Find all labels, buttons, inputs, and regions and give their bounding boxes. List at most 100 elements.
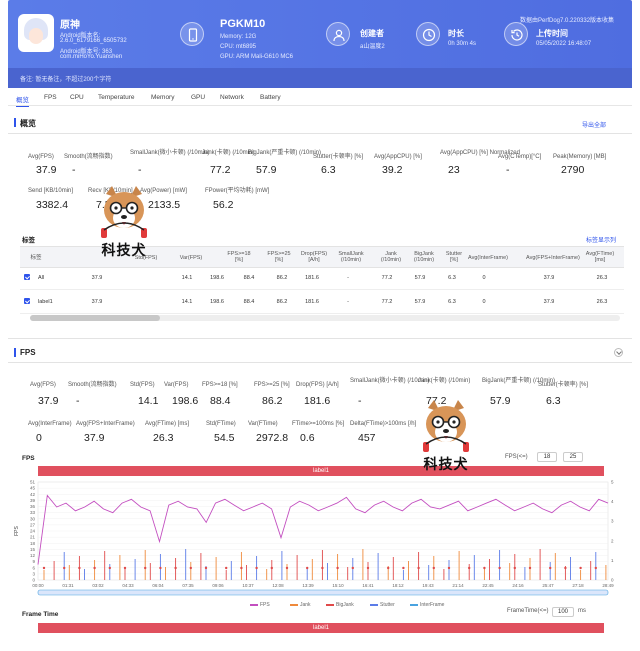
section-tabs: 概览 FPS CPU Temperature Memory GPU Networ… <box>8 92 632 107</box>
chart-range-handle <box>37 589 609 596</box>
section-marker <box>14 348 16 357</box>
metric-value: 457 <box>358 432 376 444</box>
row-label: label1 <box>38 299 53 305</box>
bigjank-dot <box>321 566 324 570</box>
x-tick-label: 09:06 <box>212 583 224 588</box>
bigjank-dot <box>63 566 66 570</box>
tab-overview[interactable]: 概览 <box>16 94 29 107</box>
metric-label: Delta(FTime)>100ms [/h] <box>350 421 417 427</box>
tab-memory[interactable]: Memory <box>151 94 175 101</box>
legend-text: FPS <box>260 602 270 608</box>
app-info-line: com.miHoYo.Yuanshen <box>60 54 123 60</box>
divider <box>8 338 632 339</box>
metric-label: FTime>=100ms [%] <box>292 421 345 427</box>
bigjank-dot <box>270 566 273 570</box>
x-tick-label: 06:04 <box>152 583 164 588</box>
legend-item-bigjank[interactable]: BigJank <box>326 602 354 608</box>
y-tick-label: 45 <box>30 486 36 491</box>
table-header-cell: Std(FPS) <box>134 255 158 261</box>
legend-item-fps[interactable]: FPS <box>250 602 270 608</box>
bigjank-dot <box>144 566 147 570</box>
bigjank-dot <box>432 566 435 570</box>
y-tick-label: 3 <box>32 571 35 576</box>
remark-strip[interactable]: 备注: 暂无备注，不超过200个字符 <box>8 68 632 88</box>
metric-label: Std(FTime) <box>206 421 236 427</box>
y-axis-label: FPS <box>14 525 20 535</box>
y2-tick-label: 1 <box>611 558 614 563</box>
section-marker <box>14 118 16 127</box>
bigjank-dot <box>285 566 289 570</box>
table-cell: 26.3 <box>596 299 608 305</box>
metric-value: - <box>358 395 362 407</box>
frametime-title: Frame Time <box>22 611 59 618</box>
creator-label: 创建者 <box>360 29 384 38</box>
watermark-text: 科技犬 <box>423 457 469 473</box>
table-cell: 181.6 <box>305 299 319 305</box>
metric-value: 37.9 <box>38 395 59 407</box>
tab-temperature[interactable]: Temperature <box>98 94 135 101</box>
frametime-label-band[interactable]: label1 <box>38 623 604 633</box>
table-row[interactable]: label1 37.9 14.1 198.6 88.4 86.2 181.6 - 77.2 57.… <box>20 292 624 314</box>
row-checkbox[interactable] <box>24 274 30 280</box>
app-icon <box>18 14 54 52</box>
device-info-line: CPU: mt6895 <box>220 44 257 50</box>
duration-label: 时长 <box>448 29 464 38</box>
tab-gpu[interactable]: GPU <box>191 94 206 101</box>
label-band[interactable]: label1 <box>38 466 604 476</box>
table-header-cell: Var(FPS) <box>179 255 203 261</box>
x-tick-label: 13:39 <box>302 583 314 588</box>
table-cell: 57.9 <box>414 275 426 281</box>
app-name: 原神 <box>60 20 80 31</box>
fps-max-input[interactable]: 25 <box>563 452 583 462</box>
legend-item-jank[interactable]: Jank <box>290 602 311 608</box>
y2-tick-label: 5 <box>611 480 614 485</box>
metric-value: - <box>72 164 76 176</box>
tab-battery[interactable]: Battery <box>260 94 281 101</box>
table-header-cell: Avg(FTime) [ms] <box>585 251 615 263</box>
legend-swatch <box>290 603 298 606</box>
upload-time-value: 05/05/2022 16:48:07 <box>536 41 592 47</box>
table-cell: 14.1 <box>181 275 193 281</box>
scrollbar-thumb[interactable] <box>30 315 160 321</box>
bigjank-dot <box>225 566 228 570</box>
table-cell: - <box>347 275 349 281</box>
tab-network[interactable]: Network <box>220 94 244 101</box>
table-cell: 37.9 <box>543 299 555 305</box>
fps-chart[interactable]: 036912151821242730333639424551012345FPS0… <box>10 476 630 602</box>
export-all-link[interactable]: 导出全部 <box>582 123 607 129</box>
fps-range-label: FPS(<=) <box>505 454 528 460</box>
fps-min-input[interactable]: 18 <box>537 452 557 462</box>
metric-value: - <box>506 164 510 176</box>
device-info-line: GPU: ARM Mali-G610 MC6 <box>220 54 294 60</box>
y-tick-label: 27 <box>30 522 36 527</box>
frametime-input[interactable]: 100 <box>552 607 574 617</box>
legend-item-stutter[interactable]: Stutter <box>370 602 395 608</box>
y2-tick-label: 3 <box>611 519 614 524</box>
row-checkbox[interactable] <box>24 298 30 304</box>
upload-time-label: 上传时间 <box>536 29 568 38</box>
table-row[interactable]: All 37.9 14.1 198.6 88.4 86.2 181.6 - 77.2 57.9 6.… <box>20 268 624 290</box>
metric-label: Stutter(卡顿率) [%] <box>313 154 364 160</box>
table-scrollbar[interactable] <box>30 315 620 321</box>
metric-label: BigJank(严重卡顿) (/10min) <box>482 378 556 384</box>
table-header-cell: 标签 <box>30 255 42 261</box>
device-info-line: Memory: 12G <box>220 34 257 40</box>
legend-swatch <box>326 603 334 606</box>
table-cell: 57.9 <box>414 299 426 305</box>
label-columns-link[interactable]: 标签显示列 <box>586 238 617 244</box>
metric-value: 54.5 <box>214 432 235 444</box>
label-band-text: label1 <box>312 467 329 474</box>
metric-label: Avg(Power) [mW] <box>140 188 187 194</box>
x-tick-label: 15:10 <box>332 583 344 588</box>
clock-icon <box>416 22 440 46</box>
bigjank-dot <box>468 566 471 570</box>
legend-item-interframe[interactable]: InterFrame <box>410 602 444 608</box>
metric-value: 0 <box>36 432 42 444</box>
tab-fps[interactable]: FPS <box>44 94 57 101</box>
table-cell: 0 <box>482 275 486 281</box>
y2-tick-label: 4 <box>611 499 614 504</box>
collapse-icon[interactable] <box>614 348 623 357</box>
x-tick-label: 24:16 <box>512 583 524 588</box>
legend-swatch <box>370 603 378 606</box>
tab-cpu[interactable]: CPU <box>70 94 84 101</box>
